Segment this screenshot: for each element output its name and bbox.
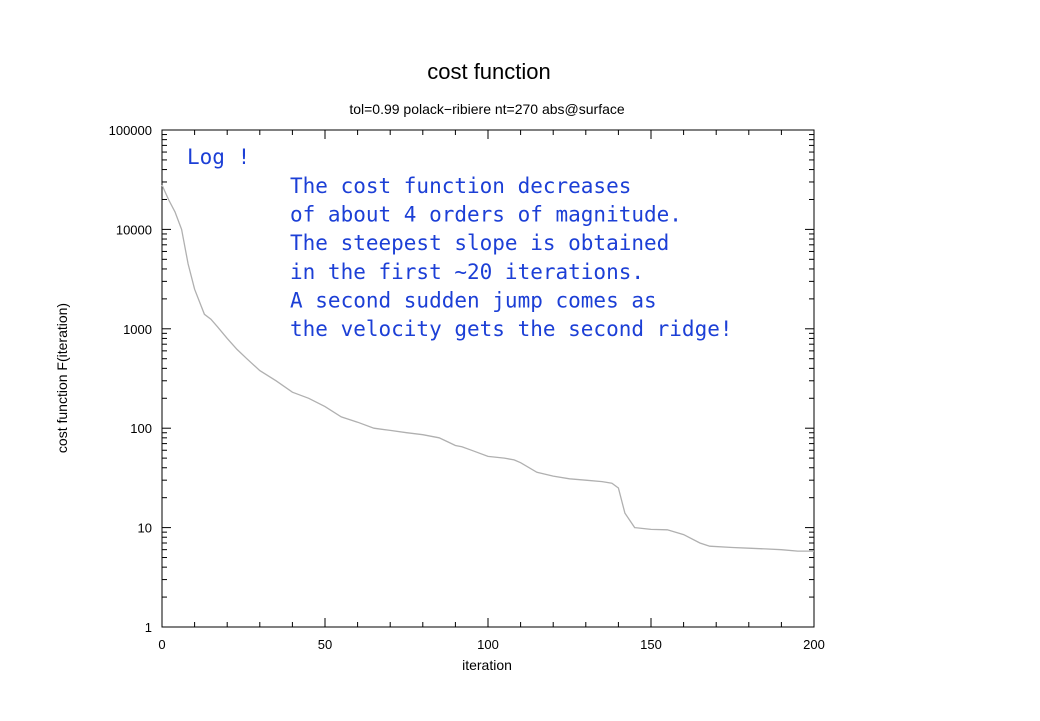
annotation-block: The cost function decreases of about 4 or… <box>290 174 733 341</box>
annotation-line: The steepest slope is obtained <box>290 231 669 255</box>
x-tick-label: 50 <box>318 637 332 652</box>
series-group <box>161 184 814 552</box>
y-tick-label: 1 <box>145 620 152 635</box>
x-axis-label: iteration <box>462 657 512 673</box>
x-tick-label: 100 <box>477 637 499 652</box>
annotation-line: of about 4 orders of magnitude. <box>290 203 682 227</box>
annotation-line: the velocity gets the second ridge! <box>290 317 733 341</box>
x-axis-ticks: 0 50 100 150 200 <box>158 130 825 652</box>
y-tick-label: 10000 <box>116 222 152 237</box>
chart-subtitle: tol=0.99 polack−ribiere nt=270 abs@surfa… <box>349 101 625 117</box>
y-tick-label: 1000 <box>123 322 152 337</box>
log-annotation: Log ! <box>187 145 250 169</box>
annotation-line: in the first ~20 iterations. <box>290 260 644 284</box>
y-tick-label: 100000 <box>109 123 152 138</box>
x-tick-label: 0 <box>158 637 165 652</box>
y-axis-ticks: 1 10 100 1000 10000 100000 <box>109 123 814 635</box>
y-tick-label: 100 <box>130 421 152 436</box>
annotation-line: A second sudden jump comes as <box>290 288 657 312</box>
y-tick-label: 10 <box>138 521 152 536</box>
chart-title: cost function <box>427 59 551 84</box>
x-tick-label: 200 <box>803 637 825 652</box>
series-line <box>161 184 814 552</box>
x-tick-label: 150 <box>640 637 662 652</box>
y-axis-label: cost function F(iteration) <box>54 303 70 453</box>
annotation-line: The cost function decreases <box>290 174 631 198</box>
